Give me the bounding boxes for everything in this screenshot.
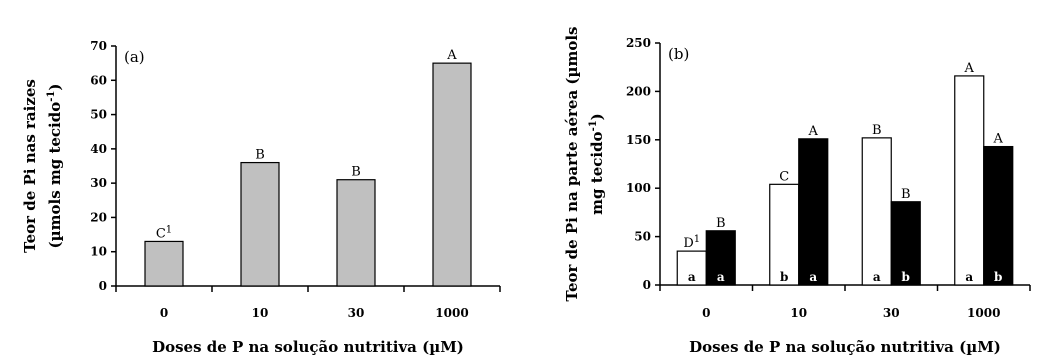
y-tick-label: 150 xyxy=(626,133,651,147)
bar-b-s1-30 xyxy=(890,201,921,286)
bar-inner-label: a xyxy=(873,270,881,284)
x-tick-label: 10 xyxy=(252,306,269,320)
bar-significance-label: C xyxy=(779,169,789,184)
bar-inner-label: b xyxy=(994,270,1002,284)
bar-significance-label: B xyxy=(351,165,361,180)
y-tick-label: 20 xyxy=(90,210,107,224)
chart-panel-b: 0 50 100 150 200 250 0 10 30 1000 D1 a Cb Ba Aa Ba Aa Bb A… xyxy=(563,27,1031,356)
x-tick-label: 30 xyxy=(348,306,365,320)
bar-a-s0-30 xyxy=(336,179,376,287)
y-tick-label: 100 xyxy=(626,181,651,195)
bar-inner-label: a xyxy=(717,270,725,284)
bar-significance-label: B xyxy=(872,123,882,138)
x-tick-label: 0 xyxy=(702,306,710,320)
panel-label: (b) xyxy=(668,45,689,63)
y-axis-title-line2: mg tecido-1) xyxy=(588,113,606,215)
bar-significance-label: B xyxy=(255,148,265,163)
bar-inner-label: a xyxy=(965,270,973,284)
bar-inner-label: a xyxy=(688,270,696,284)
bar-b-s1-0 xyxy=(705,230,736,286)
y-axis-title-end: ) xyxy=(588,113,606,120)
y-tick-label: 0 xyxy=(99,279,107,293)
x-tick-label: 0 xyxy=(160,306,168,320)
y-axis-title-main: mg tecido xyxy=(588,131,606,214)
label-superscript: 1 xyxy=(166,224,172,235)
y-axis-title-line2: (µmols mg tecido-1) xyxy=(46,84,64,249)
bar-inner-label: b xyxy=(902,270,910,284)
bar-significance-label: A xyxy=(964,61,975,76)
bar-b-s0-0 xyxy=(676,250,707,286)
bar-significance-label: A xyxy=(993,132,1004,147)
bar-b-s1-10 xyxy=(798,138,829,286)
bar-a-s0-0 xyxy=(144,240,184,287)
chart-panel-a: 0 10 20 30 40 50 60 70 0 10 30 1000 C1 B B A (a) Doses de… xyxy=(21,39,501,356)
x-tick-label: 30 xyxy=(883,306,900,320)
bar-significance-label: C1 xyxy=(156,224,172,241)
bar-significance-label: A xyxy=(446,48,457,63)
bar-a-s0-10 xyxy=(240,161,280,287)
y-axis-title-line1: Teor de Pi na parte aérea (µmols xyxy=(563,27,581,302)
bar-a-s0-1000 xyxy=(432,62,472,287)
bar-b-s0-1000 xyxy=(954,75,985,286)
y-axis-title-superscript: -1 xyxy=(46,91,57,102)
y-axis-title-main: (µmols mg tecido xyxy=(46,102,64,249)
y-tick-label: 50 xyxy=(90,108,107,122)
bar-inner-label: a xyxy=(809,270,817,284)
y-tick-label: 250 xyxy=(626,36,651,50)
x-tick-label: 1000 xyxy=(967,306,1000,320)
y-tick-label: 60 xyxy=(90,73,107,87)
y-tick-label: 10 xyxy=(90,245,107,259)
x-tick-label: 1000 xyxy=(435,306,468,320)
x-tick-label: 10 xyxy=(790,306,807,320)
panel-label: (a) xyxy=(124,48,145,66)
y-axis-title-superscript: -1 xyxy=(588,120,599,131)
label-superscript: 1 xyxy=(694,234,700,245)
bar-inner-label: b xyxy=(780,270,788,284)
y-tick-label: 30 xyxy=(90,176,107,190)
y-axis-title-end: ) xyxy=(46,84,64,91)
bar-significance-label: D1 xyxy=(683,234,700,251)
y-tick-label: 70 xyxy=(90,39,107,53)
bar-b-s0-30 xyxy=(861,137,892,286)
x-axis-title: Doses de P na solução nutritiva (µM) xyxy=(152,338,464,356)
bar-significance-label: B xyxy=(901,187,911,202)
x-axis-title: Doses de P na solução nutritiva (µM) xyxy=(689,338,1001,356)
y-tick-label: 40 xyxy=(90,142,107,156)
y-axis-title-line1: Teor de Pi nas raizes xyxy=(21,79,39,253)
bar-b-s1-1000 xyxy=(983,145,1014,286)
bar-significance-label: B xyxy=(716,216,726,231)
y-tick-label: 200 xyxy=(626,84,651,98)
y-tick-label: 0 xyxy=(643,278,651,292)
bar-significance-label: A xyxy=(808,124,819,139)
y-tick-label: 50 xyxy=(634,230,651,244)
bar-b-s0-10 xyxy=(769,183,800,286)
